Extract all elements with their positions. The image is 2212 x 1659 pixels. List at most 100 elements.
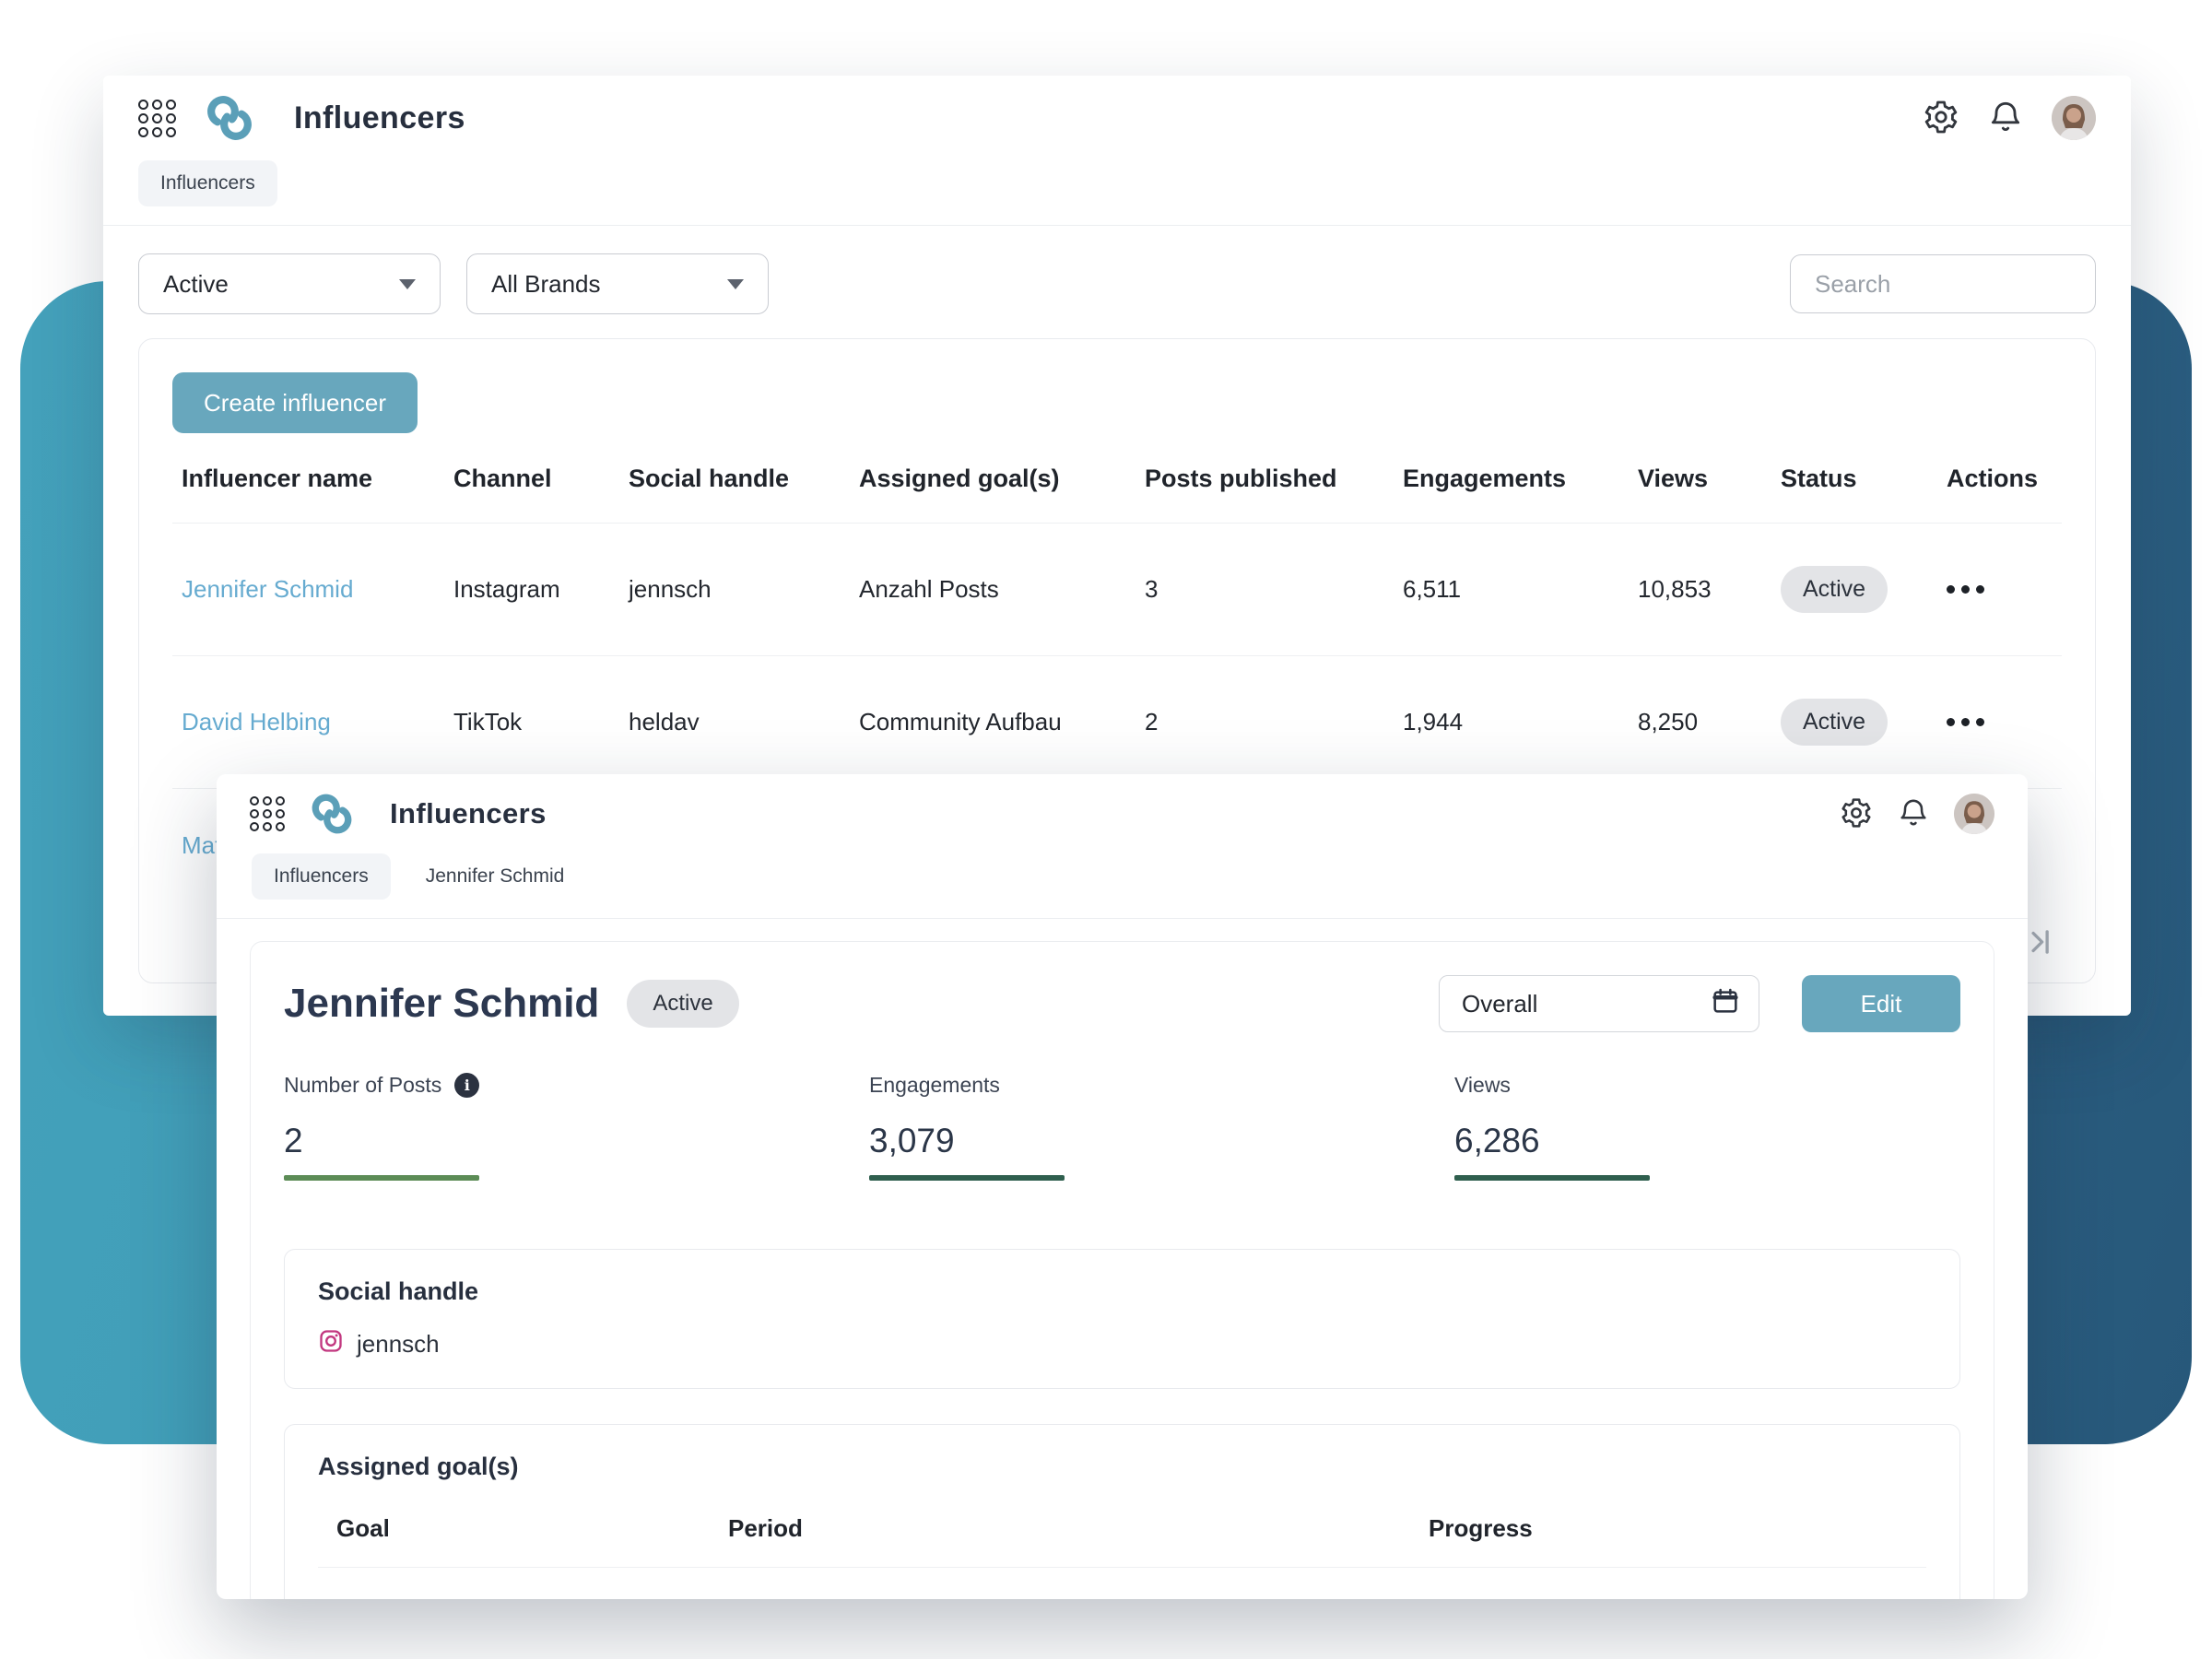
breadcrumb: Influencers Jennifer Schmid bbox=[217, 853, 2028, 919]
column-header-influencer-name: Influencer name bbox=[182, 465, 373, 492]
assigned-goals-heading: Assigned goal(s) bbox=[318, 1453, 519, 1480]
status-badge: Active bbox=[1781, 699, 1888, 746]
column-header-actions: Actions bbox=[1947, 465, 2039, 492]
influencer-detail-window: Influencers bbox=[217, 774, 2028, 1599]
influencer-name-link[interactable]: David Helbing bbox=[182, 708, 331, 735]
stat-underline bbox=[1454, 1175, 1650, 1181]
social-handle-cell: jennsch bbox=[629, 575, 712, 603]
assigned-goals-card: Assigned goal(s) Goal Period Progress An… bbox=[284, 1424, 1960, 1599]
channel-cell: Instagram bbox=[453, 575, 560, 603]
assigned-goal-cell: Community Aufbau bbox=[859, 708, 1062, 735]
column-header-progress: Progress bbox=[1429, 1514, 1533, 1542]
brand-filter-select[interactable]: All Brands bbox=[466, 253, 769, 314]
stat-underline bbox=[869, 1175, 1065, 1181]
chevron-down-icon bbox=[399, 278, 416, 289]
engagements-cell: 6,511 bbox=[1403, 575, 1462, 603]
row-actions-menu-icon[interactable] bbox=[1947, 718, 1984, 726]
posts-published-cell: 2 bbox=[1145, 708, 1159, 735]
status-filter-value: Active bbox=[163, 269, 229, 298]
column-header-social-handle: Social handle bbox=[629, 465, 790, 492]
goals-table-header-row: Goal Period Progress bbox=[318, 1514, 1926, 1568]
bell-icon bbox=[1897, 796, 1930, 832]
social-handle-cell: heldav bbox=[629, 708, 700, 735]
user-avatar[interactable] bbox=[1954, 794, 1994, 834]
row-actions-menu-icon[interactable] bbox=[1947, 585, 1984, 594]
stat-underline bbox=[284, 1175, 479, 1181]
brand-filter-value: All Brands bbox=[491, 269, 601, 298]
influencer-table-card: Create influencer Influencer name Channe… bbox=[138, 338, 2096, 983]
instagram-icon bbox=[318, 1328, 344, 1360]
breadcrumb: Influencers bbox=[103, 160, 2131, 226]
chevron-down-icon bbox=[727, 278, 744, 289]
column-header-engagements: Engagements bbox=[1403, 465, 1567, 492]
filter-bar: Active All Brands bbox=[138, 253, 2096, 314]
column-header-views: Views bbox=[1638, 465, 1709, 492]
breadcrumb-influencers[interactable]: Influencers bbox=[138, 160, 277, 206]
column-header-assigned-goals: Assigned goal(s) bbox=[859, 465, 1060, 492]
page-title: Influencers bbox=[294, 100, 465, 135]
social-handle-value: jennsch bbox=[357, 1330, 440, 1358]
column-header-posts-published: Posts published bbox=[1145, 465, 1337, 492]
assigned-goal-cell: Anzahl Posts bbox=[859, 575, 999, 603]
influencer-detail-card: Jennifer Schmid Active Overall Edit Numb… bbox=[250, 941, 1994, 1599]
channel-cell: TikTok bbox=[453, 708, 523, 735]
app-header: Influencers bbox=[103, 76, 2131, 160]
influencer-name-link[interactable]: Mat bbox=[182, 831, 222, 859]
app-launcher-icon[interactable] bbox=[250, 796, 285, 831]
stat-label: Number of Posts bbox=[284, 1073, 442, 1097]
stat-label: Engagements bbox=[869, 1073, 1000, 1097]
app-header: Influencers bbox=[217, 774, 2028, 853]
influencer-name-heading: Jennifer Schmid bbox=[284, 981, 600, 1026]
views-cell: 8,250 bbox=[1638, 708, 1699, 735]
notifications-button[interactable] bbox=[1897, 796, 1930, 832]
create-influencer-button[interactable]: Create influencer bbox=[172, 372, 418, 433]
calendar-icon bbox=[1711, 986, 1740, 1022]
profile-header-row: Jennifer Schmid Active Overall Edit bbox=[284, 975, 1960, 1032]
stats-row: Number of Posts i 2 Engagements 3,079 Vi… bbox=[284, 1073, 1960, 1181]
engagements-cell: 1,944 bbox=[1403, 708, 1464, 735]
stat-value: 3,079 bbox=[869, 1122, 955, 1159]
breadcrumb-current-page: Jennifer Schmid bbox=[425, 865, 565, 887]
social-handle-heading: Social handle bbox=[318, 1277, 479, 1305]
table-header-row: Influencer name Channel Social handle As… bbox=[172, 433, 2062, 523]
edit-button[interactable]: Edit bbox=[1802, 975, 1960, 1032]
table-row: David Helbing TikTok heldav Community Au… bbox=[172, 655, 2062, 788]
column-header-period: Period bbox=[728, 1514, 803, 1542]
settings-button[interactable] bbox=[1840, 796, 1873, 832]
settings-button[interactable] bbox=[1923, 99, 1959, 138]
breadcrumb-influencers[interactable]: Influencers bbox=[252, 853, 391, 900]
table-row: Jennifer Schmid Instagram jennsch Anzahl… bbox=[172, 523, 2062, 655]
status-badge: Active bbox=[627, 980, 739, 1028]
user-avatar[interactable] bbox=[2052, 96, 2096, 140]
search-input[interactable] bbox=[1790, 254, 2096, 313]
column-header-status: Status bbox=[1781, 465, 1857, 492]
gear-icon bbox=[1840, 796, 1873, 832]
bell-icon bbox=[1987, 99, 2024, 138]
period-select-value: Overall bbox=[1462, 989, 1538, 1018]
stat-number-of-posts: Number of Posts i 2 bbox=[284, 1073, 869, 1181]
last-page-icon[interactable] bbox=[2023, 924, 2058, 964]
stat-value: 6,286 bbox=[1454, 1122, 1540, 1159]
user-avatar-image bbox=[1954, 794, 1994, 834]
status-badge: Active bbox=[1781, 566, 1888, 613]
info-icon[interactable]: i bbox=[454, 1073, 480, 1098]
column-header-channel: Channel bbox=[453, 465, 552, 492]
posts-published-cell: 3 bbox=[1145, 575, 1159, 603]
social-handle-card: Social handle jennsch bbox=[284, 1249, 1960, 1389]
period-select[interactable]: Overall bbox=[1439, 975, 1759, 1032]
stat-views: Views 6,286 bbox=[1454, 1073, 1960, 1181]
brand-logo-icon bbox=[309, 791, 355, 837]
brand-logo-icon bbox=[204, 92, 255, 144]
column-header-goal: Goal bbox=[336, 1514, 390, 1542]
notifications-button[interactable] bbox=[1987, 99, 2024, 138]
views-cell: 10,853 bbox=[1638, 575, 1712, 603]
influencer-name-link[interactable]: Jennifer Schmid bbox=[182, 575, 354, 603]
page-title: Influencers bbox=[390, 797, 547, 830]
pagination-bar bbox=[172, 902, 2062, 964]
stat-value: 2 bbox=[284, 1122, 303, 1159]
stat-engagements: Engagements 3,079 bbox=[869, 1073, 1454, 1181]
status-filter-select[interactable]: Active bbox=[138, 253, 441, 314]
user-avatar-image bbox=[2052, 96, 2096, 140]
gear-icon bbox=[1923, 99, 1959, 138]
app-launcher-icon[interactable] bbox=[138, 99, 176, 137]
